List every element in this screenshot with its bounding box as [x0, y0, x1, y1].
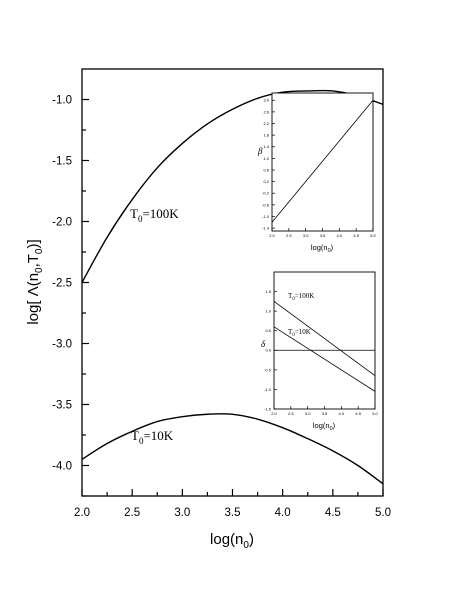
x-tick-label: 2.5 — [288, 411, 294, 416]
x-tick-label: 2.0 — [74, 507, 90, 519]
x-tick-label: 2.5 — [286, 233, 292, 238]
inset-beta-x-axis: 2.0 2.5 3.0 3.5 4.0 4.5 5.0 — [269, 228, 377, 238]
x-tick-label: 5.0 — [375, 507, 391, 519]
x-tick-label: 2.5 — [124, 507, 140, 519]
inset-beta-chart: 2.0 2.5 3.0 3.5 4.0 4.5 5.0 3.0 2.6 2.2 1.8 1.4 1.0… — [257, 92, 377, 254]
delta-series-line-0 — [273, 301, 376, 377]
x-tick-label: 4.5 — [325, 507, 341, 519]
inset-delta-frame — [273, 271, 376, 410]
inset-beta-x-label: log(n0) — [311, 243, 334, 254]
main-y-axis-label: log[ Λ(n0,T0)] — [25, 239, 45, 324]
inset-delta-series-lines — [273, 301, 376, 392]
x-tick-label: 5.0 — [370, 233, 376, 238]
y-tick-label: -0.2 — [262, 191, 270, 196]
x-tick-label: 5.0 — [372, 411, 378, 416]
y-tick-label: -1.0 — [264, 387, 272, 392]
y-tick-label: 0.6 — [263, 167, 269, 172]
y-tick-label: 1.8 — [263, 133, 269, 138]
y-tick-label: -4.0 — [52, 461, 72, 473]
series-label-t0-100k: T0=100K — [130, 206, 179, 224]
x-tick-label: 4.5 — [355, 411, 361, 416]
inset-beta-y-label: β — [257, 146, 263, 156]
x-tick-label: 3.5 — [320, 233, 326, 238]
inset-delta-x-label: log(n0) — [313, 421, 336, 432]
y-tick-label: -1.5 — [52, 156, 72, 168]
main-x-axis-label: log(n0) — [210, 531, 254, 551]
y-tick-label: 2.6 — [263, 109, 269, 114]
y-tick-label: 0.0 — [265, 348, 271, 353]
y-tick-label: 2.2 — [263, 121, 269, 126]
y-tick-label: 3.0 — [263, 98, 269, 103]
y-tick-label: -2.5 — [52, 278, 72, 290]
x-tick-label: 3.5 — [225, 507, 241, 519]
y-tick-label: -3.0 — [52, 339, 72, 351]
x-tick-label: 4.0 — [275, 507, 291, 519]
inset-beta-y-axis: 3.0 2.6 2.2 1.8 1.4 1.0 0.6 0.2 -0.2 -0.6 -1.0 -1.4 — [262, 98, 275, 230]
x-tick-label: 2.0 — [271, 411, 277, 416]
y-tick-label: -2.0 — [52, 217, 72, 229]
x-tick-label: 3.5 — [322, 411, 328, 416]
beta-series-line-0 — [271, 100, 374, 223]
x-tick-label: 4.5 — [353, 233, 359, 238]
y-tick-label: 0.5 — [265, 328, 271, 333]
y-tick-label: 1.0 — [265, 309, 271, 314]
y-tick-label: -1.5 — [264, 406, 272, 411]
y-tick-label: -0.6 — [262, 202, 270, 207]
x-tick-label: 2.0 — [269, 233, 275, 238]
inset-delta-x-axis: 2.0 2.5 3.0 3.5 4.0 4.5 5.0 — [271, 406, 379, 416]
y-tick-label: -3.5 — [52, 400, 72, 412]
y-tick-label: -1.0 — [52, 95, 72, 107]
x-tick-label: 4.0 — [339, 411, 345, 416]
main-series-line-1 — [81, 413, 384, 485]
main-y-axis: -1.0 -1.5 -2.0 -2.5 -3.0 -3.5 -4.0 — [52, 95, 89, 497]
inset-beta-series-lines — [271, 100, 374, 223]
x-tick-label: 3.0 — [303, 233, 309, 238]
x-tick-label: 3.0 — [305, 411, 311, 416]
main-x-axis: 2.0 2.5 3.0 3.5 4.0 4.5 5.0 — [74, 489, 391, 519]
series-label-t0-10k: T0=10K — [131, 428, 174, 446]
main-series-lines — [81, 89, 384, 485]
inset-delta-y-label: δ — [261, 339, 266, 349]
main-series-line-0 — [81, 89, 384, 283]
y-tick-label: -1.0 — [262, 214, 270, 219]
inset-delta-y-axis: 1.5 1.0 0.5 0.0 -0.5 -1.0 -1.5 — [264, 289, 277, 411]
x-tick-label: 3.0 — [174, 507, 190, 519]
inset-series-label-t0-10k: T0=10K — [288, 328, 311, 338]
inset-delta-chart: 2.0 2.5 3.0 3.5 4.0 4.5 5.0 1.5 1.0 0.5 0.0 -0.5 -1… — [261, 271, 379, 432]
y-tick-label: -1.4 — [262, 225, 270, 230]
y-tick-label: 1.0 — [263, 156, 269, 161]
delta-series-line-1 — [273, 326, 376, 392]
x-tick-label: 4.0 — [337, 233, 343, 238]
y-tick-label: 0.2 — [263, 179, 269, 184]
inset-series-label-t0-100k: T0=100K — [288, 292, 314, 302]
y-tick-label: 1.4 — [263, 144, 269, 149]
y-tick-label: 1.5 — [265, 289, 271, 294]
y-tick-label: -0.5 — [264, 367, 272, 372]
main-chart: 2.0 2.5 3.0 3.5 4.0 4.5 5.0 -1.0 -1.5 -2.0 -2.5 -3… — [25, 68, 391, 551]
inset-beta-frame — [271, 92, 374, 232]
